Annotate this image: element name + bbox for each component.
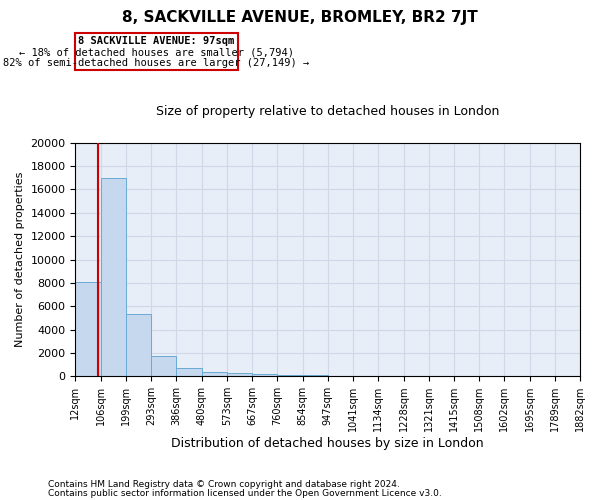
Bar bbox=[151, 356, 176, 376]
Bar bbox=[126, 314, 151, 376]
Text: 82% of semi-detached houses are larger (27,149) →: 82% of semi-detached houses are larger (… bbox=[4, 58, 310, 68]
Text: ← 18% of detached houses are smaller (5,794): ← 18% of detached houses are smaller (5,… bbox=[19, 48, 294, 58]
Bar bbox=[76, 282, 101, 376]
Bar bbox=[277, 375, 302, 376]
Bar bbox=[176, 368, 202, 376]
Bar bbox=[101, 178, 126, 376]
Title: Size of property relative to detached houses in London: Size of property relative to detached ho… bbox=[156, 105, 499, 118]
Text: 8 SACKVILLE AVENUE: 97sqm: 8 SACKVILLE AVENUE: 97sqm bbox=[79, 36, 235, 46]
Bar bbox=[202, 372, 227, 376]
Text: Contains public sector information licensed under the Open Government Licence v3: Contains public sector information licen… bbox=[48, 488, 442, 498]
Bar bbox=[227, 374, 252, 376]
Text: 8, SACKVILLE AVENUE, BROMLEY, BR2 7JT: 8, SACKVILLE AVENUE, BROMLEY, BR2 7JT bbox=[122, 10, 478, 25]
Text: Contains HM Land Registry data © Crown copyright and database right 2024.: Contains HM Land Registry data © Crown c… bbox=[48, 480, 400, 489]
Y-axis label: Number of detached properties: Number of detached properties bbox=[15, 172, 25, 347]
X-axis label: Distribution of detached houses by size in London: Distribution of detached houses by size … bbox=[172, 437, 484, 450]
Bar bbox=[252, 374, 277, 376]
